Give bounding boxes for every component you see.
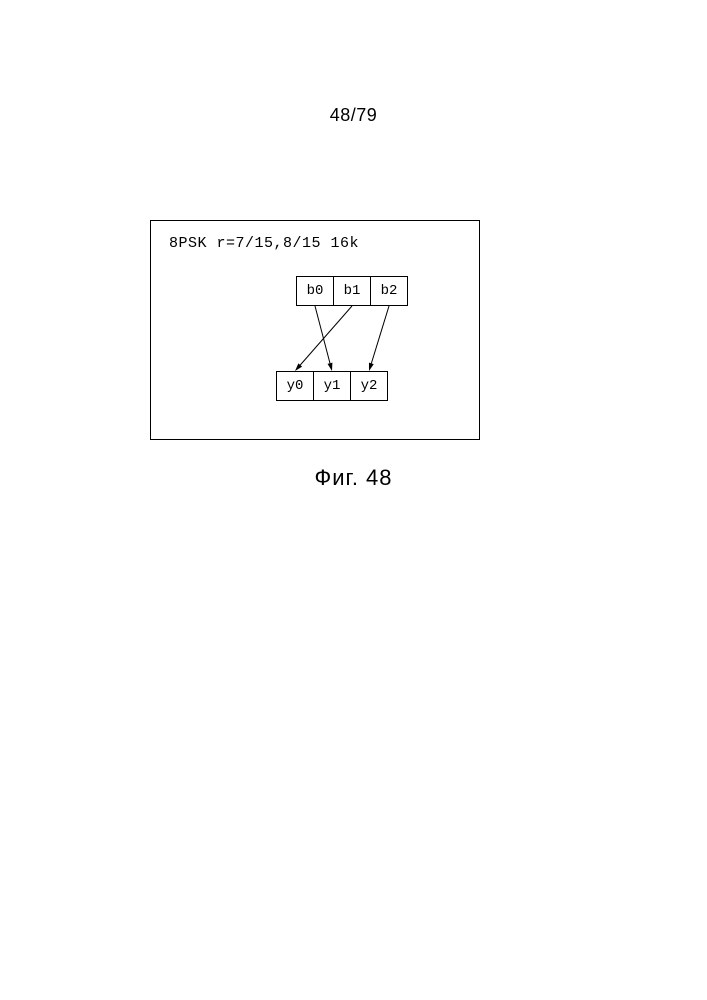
top-row: b0 b1 b2 — [296, 276, 408, 306]
cell-b1: b1 — [333, 276, 371, 306]
page-number: 48/79 — [0, 105, 707, 126]
cell-b2: b2 — [370, 276, 408, 306]
cell-y1: y1 — [313, 371, 351, 401]
cell-y0: y0 — [276, 371, 314, 401]
bottom-row: y0 y1 y2 — [276, 371, 388, 401]
figure-caption: Фиг. 48 — [0, 465, 707, 491]
cell-y2: y2 — [350, 371, 388, 401]
diagram-panel: 8PSK r=7/15,8/15 16k b0 b1 b2 y0 y1 y2 — [150, 220, 480, 440]
mapping-arrows — [151, 221, 481, 441]
diagram-title: 8PSK r=7/15,8/15 16k — [169, 235, 359, 252]
page: 48/79 8PSK r=7/15,8/15 16k b0 b1 b2 y0 y… — [0, 0, 707, 1000]
cell-b0: b0 — [296, 276, 334, 306]
